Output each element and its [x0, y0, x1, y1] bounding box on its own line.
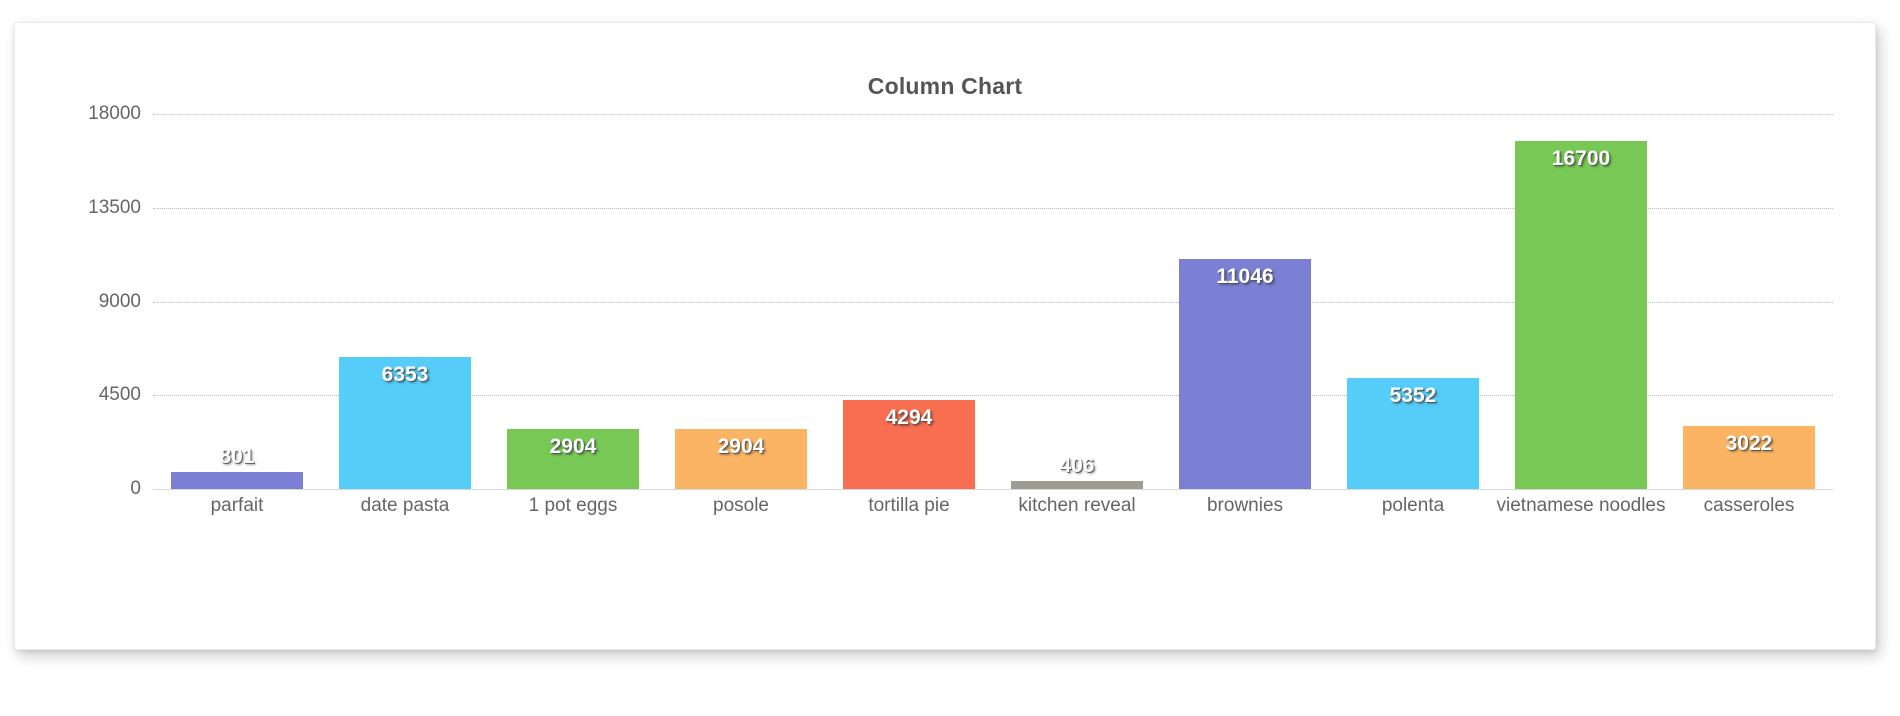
x-axis-tick-label: posole — [713, 495, 769, 516]
bar-slot: 3022 — [1665, 114, 1833, 489]
y-axis-tick-labels: 0 4500 9000 13500 18000 — [55, 103, 141, 499]
y-axis-tick-label: 13500 — [88, 196, 141, 218]
y-axis-tick-label: 4500 — [98, 384, 141, 406]
bar-value-label: 801 — [219, 445, 255, 469]
bar[interactable]: 4294 — [843, 399, 975, 489]
bar-value-label: 2904 — [549, 434, 597, 458]
bar[interactable]: 16700 — [1515, 141, 1647, 489]
bar-value-label: 6353 — [381, 362, 429, 386]
bar[interactable]: 11046 — [1179, 258, 1311, 489]
x-axis-tick-label: 1 pot eggs — [528, 495, 618, 516]
bar-value-label: 11046 — [1216, 264, 1274, 288]
bar[interactable]: 3022 — [1683, 426, 1815, 489]
bar[interactable]: 2904 — [507, 428, 639, 489]
chart-bars: 801 6353 2904 2904 4294 406 11046 5352 16700 3022 — [153, 114, 1833, 489]
gridline — [153, 301, 1833, 303]
y-axis-tick-label: 9000 — [98, 290, 141, 312]
bar[interactable]: 406 — [1011, 454, 1143, 489]
bar[interactable]: 5352 — [1347, 377, 1479, 489]
gridline — [153, 489, 1833, 490]
x-axis-tick-labels: parfait date pasta 1 pot eggs posole tortill… — [153, 495, 1833, 529]
gridline — [153, 395, 1833, 397]
bar-slot: 6353 — [321, 114, 489, 489]
chart-title: Column Chart — [867, 73, 1023, 99]
bar-value-label: 3022 — [1725, 432, 1773, 456]
bar[interactable]: 6353 — [339, 356, 471, 489]
bar-value-label: 2904 — [717, 434, 765, 458]
bar-value-label: 4294 — [885, 405, 933, 429]
bar-slot: 801 — [153, 114, 321, 489]
bar-value-label: 5352 — [1389, 383, 1437, 407]
bar[interactable]: 2904 — [675, 428, 807, 489]
chart-plot-area — [153, 114, 1833, 490]
x-axis-tick-label: casseroles — [1703, 495, 1795, 516]
bar-slot: 5352 — [1329, 114, 1497, 489]
gridline — [153, 207, 1833, 209]
x-axis-tick-label: polenta — [1381, 495, 1445, 516]
y-axis-tick-label: 18000 — [88, 103, 141, 124]
x-axis-tick-label: kitchen reveal — [1018, 495, 1136, 516]
bar-slot: 16700 — [1497, 114, 1665, 489]
bar-slot: 11046 — [1161, 114, 1329, 489]
bar-slot: 4294 — [825, 114, 993, 489]
x-axis-tick-label: parfait — [210, 495, 264, 516]
x-axis-tick-label: date pasta — [360, 495, 450, 516]
bar-value-label: 406 — [1059, 453, 1095, 477]
bar-slot: 406 — [993, 114, 1161, 489]
x-axis-tick-label: brownies — [1206, 495, 1284, 516]
chart-card: Column Chart 0 4500 9000 13500 18000 801 6353… — [14, 22, 1876, 650]
x-axis-tick-label: tortilla pie — [868, 495, 950, 516]
bar-slot: 2904 — [657, 114, 825, 489]
gridline — [153, 114, 1833, 115]
bar[interactable]: 801 — [171, 445, 303, 489]
x-axis-tick-label: vietnamese noodles — [1496, 495, 1666, 516]
y-axis-tick-label: 0 — [130, 478, 141, 499]
bar-value-label: 16700 — [1551, 147, 1611, 171]
bar-slot: 2904 — [489, 114, 657, 489]
